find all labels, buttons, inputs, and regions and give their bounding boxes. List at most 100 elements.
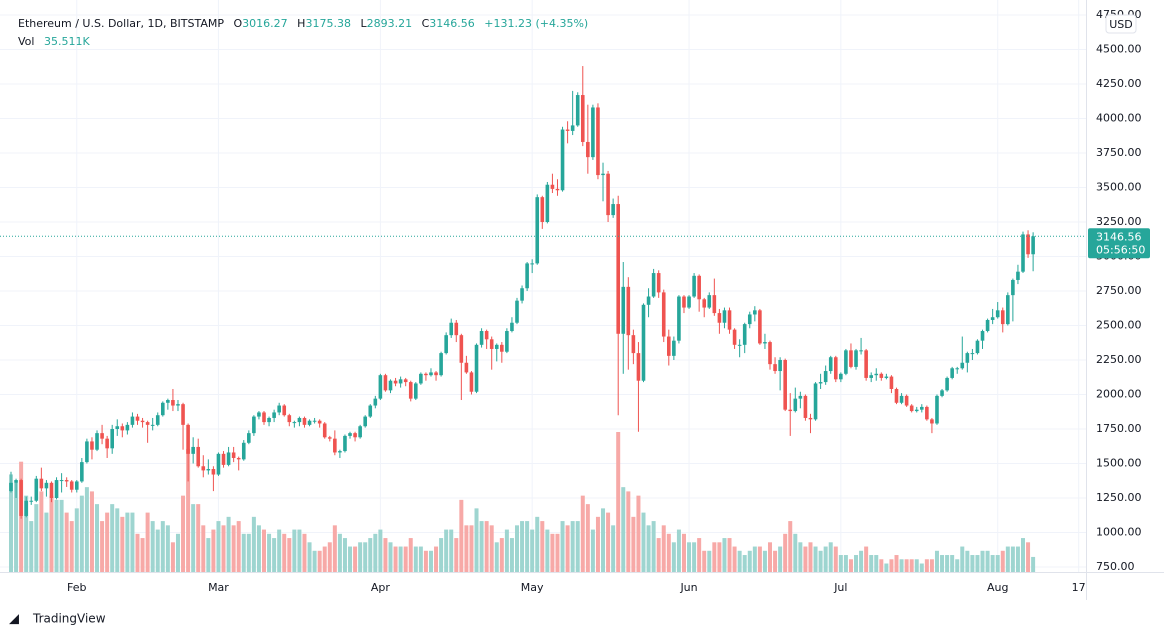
candle-body: [813, 383, 818, 420]
volume-bar: [479, 521, 484, 572]
candle-body: [34, 478, 39, 501]
candle-body: [1021, 234, 1025, 272]
volume-bar: [413, 546, 418, 572]
candle-body: [69, 481, 74, 490]
volume-bar: [221, 525, 226, 572]
volume-bar: [69, 521, 74, 572]
volume-bar: [39, 491, 44, 572]
volume-bar: [950, 555, 955, 572]
candle-body: [211, 469, 216, 475]
candle-body: [49, 482, 54, 498]
volume-bar: [697, 538, 702, 572]
candle-body: [267, 417, 271, 423]
volume-bar: [110, 504, 115, 572]
volume-bar: [206, 538, 211, 572]
candle-body: [44, 482, 49, 489]
candle-body: [570, 125, 575, 131]
candle-body: [702, 299, 707, 308]
volume-bar: [428, 550, 433, 572]
open-label: O: [233, 17, 243, 30]
candle-body: [358, 426, 362, 438]
y-tick-label: 3500.00: [1096, 181, 1142, 194]
candle-body: [540, 197, 545, 222]
candle-body: [1026, 234, 1030, 255]
candle-body: [282, 405, 287, 416]
candle-body: [343, 435, 347, 452]
volume-bar: [909, 559, 914, 572]
volume-bar: [186, 448, 191, 572]
volume-bar: [64, 512, 69, 572]
candle-body: [302, 417, 307, 425]
volume-bar: [757, 546, 762, 572]
volume-bar: [555, 533, 560, 572]
volume-bar: [747, 550, 752, 572]
volume-bar: [201, 525, 206, 572]
volume-bar: [808, 542, 813, 572]
volume-bar: [277, 529, 282, 572]
volume-bar: [337, 533, 342, 572]
volume-value: 35.511K: [43, 35, 90, 48]
candle-body: [500, 344, 504, 352]
volume-bar: [155, 529, 160, 572]
volume-bar: [79, 495, 84, 572]
volume-bar: [170, 542, 175, 572]
candle-body: [879, 373, 884, 378]
x-tick-label: Jul: [833, 581, 847, 594]
candle-body: [414, 383, 418, 399]
volume-bar: [469, 525, 474, 572]
candle-body: [763, 342, 767, 344]
candle-body: [874, 373, 879, 376]
volume-bar: [899, 559, 904, 572]
volume-bar: [798, 542, 803, 572]
candle-body: [889, 376, 894, 389]
candle-body: [641, 304, 646, 381]
candle-body: [247, 433, 251, 443]
volume-bar: [813, 546, 818, 572]
candle-body: [90, 441, 94, 450]
candle-body: [317, 420, 322, 424]
candle-body: [383, 375, 388, 391]
candle-body: [510, 322, 514, 332]
candle-body: [575, 95, 580, 126]
volume-bar: [666, 533, 671, 572]
volume-bar: [464, 525, 469, 572]
candle-body: [935, 395, 939, 424]
candle-body: [24, 500, 28, 516]
candle-body: [626, 286, 631, 336]
volume-bar: [29, 521, 34, 572]
volume-bar: [251, 516, 256, 572]
volume-bar: [732, 546, 737, 572]
x-tick-label: May: [521, 581, 544, 594]
candle-body: [206, 469, 211, 471]
candle-body: [925, 406, 929, 420]
candle-body: [646, 296, 651, 305]
y-tick-label: 3750.00: [1096, 146, 1142, 159]
y-tick-label: 1500.00: [1096, 457, 1142, 470]
candle-body: [975, 340, 980, 354]
candle-body: [9, 482, 13, 492]
volume-bar: [550, 533, 555, 572]
candle-body: [464, 362, 469, 373]
volume-bar: [175, 533, 180, 572]
candle-body: [221, 453, 226, 465]
candle-body: [839, 373, 843, 380]
candle-body: [884, 376, 889, 378]
y-tick-label: 2750.00: [1096, 284, 1142, 297]
volume-bar: [449, 529, 454, 572]
volume-bar: [439, 538, 444, 572]
volume-bar: [272, 538, 277, 572]
candle-body: [322, 423, 327, 438]
volume-bar: [955, 559, 960, 572]
volume-bar: [919, 563, 924, 572]
volume-bar: [879, 559, 884, 572]
candle-body: [742, 324, 747, 345]
candle-body: [297, 417, 302, 423]
y-tick-label: 2250.00: [1096, 353, 1142, 366]
y-tick-label: 4500.00: [1096, 43, 1142, 56]
candle-body: [661, 292, 666, 337]
volume-bar: [828, 542, 833, 572]
volume-bar: [833, 546, 838, 572]
candle-body: [378, 375, 383, 399]
volume-bar: [737, 550, 742, 572]
